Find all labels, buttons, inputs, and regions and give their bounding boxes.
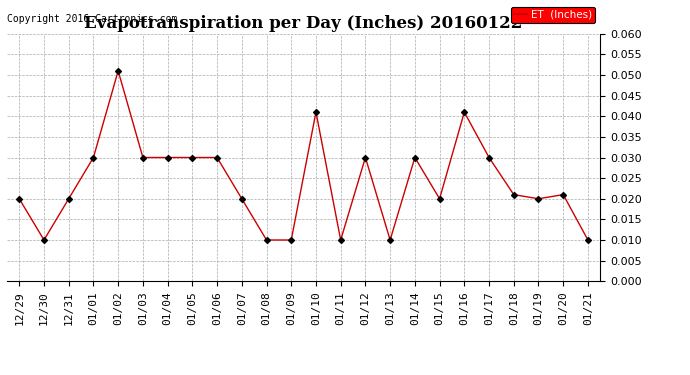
Title: Evapotranspiration per Day (Inches) 20160122: Evapotranspiration per Day (Inches) 2016… bbox=[84, 15, 523, 32]
Legend: ET  (Inches): ET (Inches) bbox=[511, 7, 595, 23]
Text: Copyright 2016 Cartronics.com: Copyright 2016 Cartronics.com bbox=[7, 14, 177, 24]
